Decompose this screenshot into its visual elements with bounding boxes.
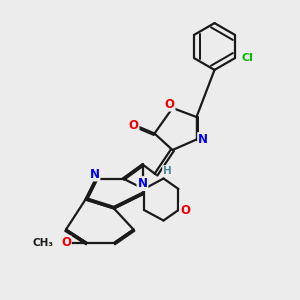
Text: O: O bbox=[164, 98, 175, 111]
Text: H: H bbox=[163, 166, 172, 176]
Text: O: O bbox=[61, 236, 71, 250]
Text: CH₃: CH₃ bbox=[33, 238, 54, 248]
Text: N: N bbox=[198, 133, 208, 146]
Text: Cl: Cl bbox=[242, 53, 253, 63]
Text: N: N bbox=[137, 177, 148, 190]
Text: N: N bbox=[89, 167, 100, 181]
Text: O: O bbox=[128, 119, 139, 132]
Text: O: O bbox=[180, 203, 190, 217]
